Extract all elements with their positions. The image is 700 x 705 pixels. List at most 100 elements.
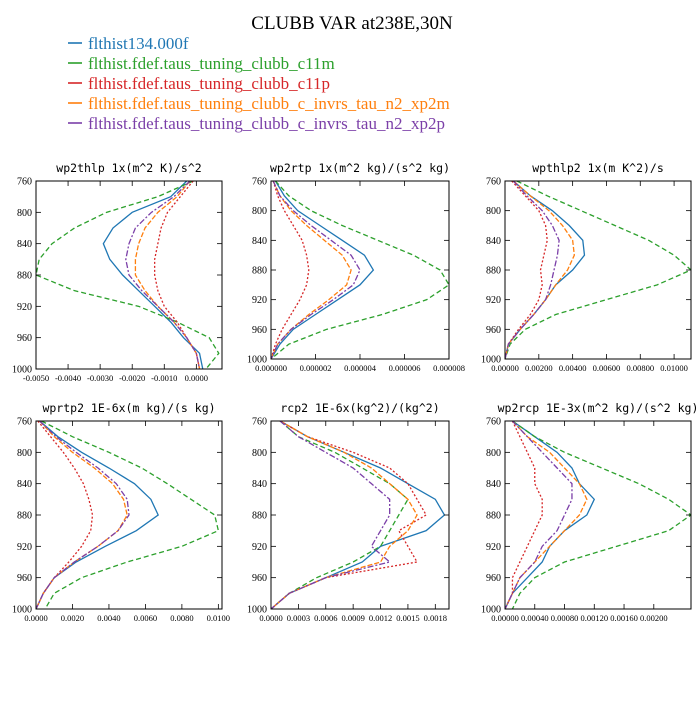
series-line-2 [505,181,691,359]
legend-item: flthist.fdef.taus_tuning_clubb_c_invrs_t… [68,94,450,113]
y-tick-label: 920 [486,295,501,306]
series-group [36,421,220,609]
y-tick-label: 960 [17,333,32,344]
series-group [505,421,691,609]
series-line-4 [134,181,201,369]
y-tick-label: 880 [17,271,32,282]
y-tick-label: 880 [17,511,32,522]
series-line-2 [511,421,691,609]
panels: wp2thlp 1x(m^2 K)/s^2 760 800 840 880 920 960 1… [12,161,698,623]
figure-title: CLUBB VAR at238E,30N [251,13,453,34]
x-tick-label: 0.00800 [626,363,654,373]
y-tick-label: 920 [252,295,267,306]
x-tick-label: 0.0020 [61,613,84,623]
y-tick-label: 880 [252,266,267,277]
y-tick-label: 960 [486,325,501,336]
y-tick-label: 760 [252,417,267,428]
panel-title: wp2rtp 1x(m^2 kg)/(s^2 kg) [270,161,450,175]
x-tick-label: -0.0050 [23,373,49,383]
series-line-2 [36,181,220,369]
x-tick-label: 0.00400 [559,363,587,373]
y-tick-label: 760 [17,177,32,188]
y-tick-label: 840 [252,236,267,247]
x-tick-label: 0.00000 [491,363,519,373]
y-tick-label: 840 [486,479,501,490]
x-tick-label: 0.000002 [300,363,332,373]
x-tick-label: 0.0080 [170,613,193,623]
series-line-5 [271,181,361,359]
panel-2: wp2rtp 1x(m^2 kg)/(s^2 kg)760 800 840 880 92… [247,161,465,373]
series-line-4 [505,421,588,609]
y-tick-label: 840 [486,236,501,247]
legend-label: flthist.fdef.taus_tuning_clubb_c_invrs_t… [88,114,445,133]
x-tick-label: 0.0060 [134,613,157,623]
panel-title: wp2rcp 1E-3x(m^2 kg)/(s^2 kg) [498,401,699,415]
legend-label: flthist134.000f [88,34,189,53]
series-line-3 [505,181,548,359]
y-tick-label: 840 [17,239,32,250]
series-line-4 [505,181,575,359]
series-line-1 [505,421,596,609]
y-tick-label: 840 [252,479,267,490]
series-line-5 [36,421,130,609]
y-tick-label: 920 [252,542,267,553]
y-tick-label: 1000 [481,355,501,366]
x-tick-label: 0.00120 [580,613,608,623]
y-tick-label: 960 [486,573,501,584]
series-line-2 [271,421,409,609]
y-tick-label: 920 [17,302,32,313]
series-line-1 [102,181,204,369]
panel-title: wpthlp2 1x(m K^2)/s [532,161,664,175]
x-tick-label: 0.0003 [287,613,310,623]
y-tick-label: 760 [486,417,501,428]
x-tick-label: -0.0030 [87,373,113,383]
legend-item: flthist134.000f [68,34,189,53]
x-tick-label: 0.000000 [255,363,287,373]
y-tick-label: 880 [252,511,267,522]
x-tick-label: 0.0015 [396,613,419,623]
legend-label: flthist.fdef.taus_tuning_clubb_c11p [88,74,330,93]
y-tick-label: 1000 [247,355,267,366]
plot-frame [270,180,450,360]
series-line-5 [505,181,560,359]
series-line-1 [271,181,375,359]
x-tick-label: 0.0018 [424,613,447,623]
x-tick-label: 0.000008 [433,363,465,373]
x-tick-label: 0.0000 [24,613,47,623]
series-group [271,181,449,359]
panel-title: rcp2 1E-6x(kg^2)/(kg^2) [280,401,439,415]
y-tick-label: 760 [17,417,32,428]
y-tick-label: 800 [252,448,267,459]
legend-item: flthist.fdef.taus_tuning_clubb_c11m [68,54,335,73]
series-line-2 [41,421,220,609]
series-line-3 [271,181,310,359]
y-tick-label: 1000 [247,605,267,616]
legend-label: flthist.fdef.taus_tuning_clubb_c_invrs_t… [88,94,450,113]
x-tick-label: 0.00600 [593,363,621,373]
x-tick-label: 0.0040 [97,613,120,623]
series-line-1 [505,181,586,359]
panel-title: wprtp2 1E-6x(m kg)/(s kg) [42,401,215,415]
x-tick-label: 0.0012 [369,613,392,623]
legend: flthist134.000fflthist.fdef.taus_tuning_… [68,34,450,133]
x-tick-label: 0.01000 [660,363,688,373]
x-tick-label: 0.000004 [344,363,377,373]
x-tick-label: 0.00040 [521,613,549,623]
x-tick-label: 0.0009 [341,613,364,623]
y-tick-label: 920 [486,542,501,553]
series-line-3 [154,181,201,369]
x-tick-label: -0.0010 [151,373,177,383]
y-tick-label: 1000 [12,605,32,616]
series-line-5 [271,421,392,609]
x-tick-label: -0.0040 [55,373,81,383]
series-line-5 [505,421,573,609]
series-line-1 [271,421,446,609]
y-tick-label: 960 [17,573,32,584]
plot-frame [504,420,692,610]
x-tick-label: 0.0100 [207,613,230,623]
y-tick-label: 1000 [481,605,501,616]
x-tick-label: 0.0000 [185,373,208,383]
x-tick-label: 0.00080 [551,613,579,623]
y-tick-label: 880 [486,511,501,522]
y-tick-label: 760 [252,177,267,188]
